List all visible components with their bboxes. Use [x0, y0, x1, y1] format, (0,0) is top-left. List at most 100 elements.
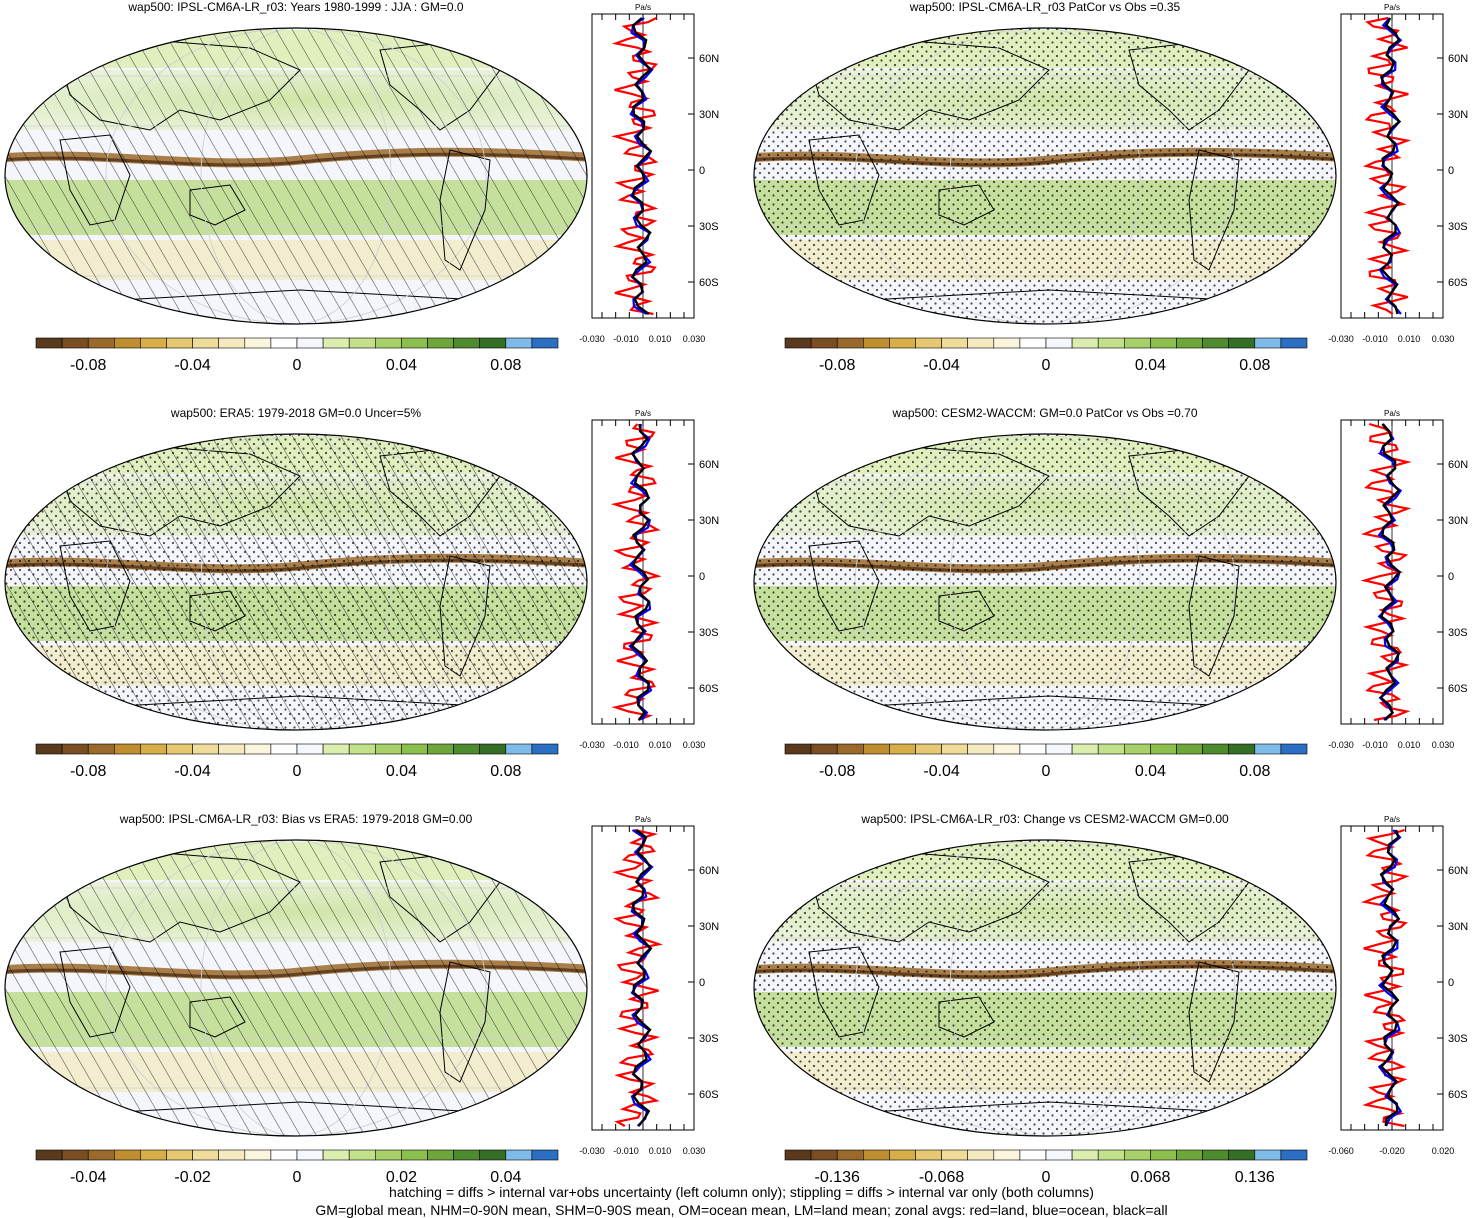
colorbar-label: 0.08	[490, 763, 521, 780]
colorbar-swatch	[322, 743, 350, 755]
colorbar-swatch	[296, 743, 324, 755]
colorbar-swatch	[505, 337, 533, 349]
colorbar-swatch	[1019, 743, 1047, 755]
colorbar-swatch	[322, 1149, 350, 1161]
map-border	[4, 839, 588, 1137]
colorbar-swatch	[427, 743, 454, 755]
profile-unit: Pa/s	[635, 3, 651, 12]
colorbar-swatch	[1280, 743, 1308, 755]
colorbar-swatch	[427, 337, 454, 349]
colorbar-label: -0.136	[815, 1169, 860, 1186]
colorbar-swatch	[1228, 743, 1256, 755]
colorbar-swatch	[531, 743, 559, 755]
world-map	[4, 27, 588, 325]
profile-x-tick-label: 0.010	[1398, 334, 1421, 344]
colorbar-swatch	[915, 337, 942, 349]
colorbar: -0.04 -0.02 0 0.02 0.04	[35, 1149, 559, 1186]
colorbar-swatch	[244, 743, 272, 755]
colorbar-swatch	[114, 743, 141, 755]
colorbar-label: -0.04	[174, 357, 211, 374]
panel-title: wap500: ERA5: 1979-2018 GM=0.0 Uncer=5%	[170, 406, 422, 420]
colorbar-swatch	[1045, 743, 1073, 755]
colorbar-label: 0	[293, 763, 302, 780]
colorbar-swatch	[479, 1149, 507, 1161]
colorbar-swatch	[784, 743, 812, 755]
colorbar-swatch	[836, 1149, 864, 1161]
colorbar-label: 0.08	[1239, 357, 1270, 374]
colorbar-swatch	[863, 1149, 890, 1161]
colorbar-label: 0	[1042, 357, 1051, 374]
profile-x-tick-label: 0.030	[683, 334, 706, 344]
colorbar-swatch	[166, 1149, 193, 1161]
colorbar-swatch	[941, 1149, 969, 1161]
colorbar-swatch	[479, 743, 507, 755]
panel-change-vs-cesm2: wap500: IPSL-CM6A-LR_r03: Change vs CESM…	[749, 812, 1483, 1212]
profile-x-tick-label: 0.030	[683, 740, 706, 750]
colorbar-swatch	[863, 743, 890, 755]
profile-x-tick-label: -0.030	[579, 334, 605, 344]
colorbar-swatch	[218, 743, 246, 755]
panel-graphic: -0.08 -0.04 0 0.04 0.08 Pa/s -0.030 -0.010 0.010…	[753, 409, 1468, 780]
colorbar-swatch	[836, 743, 864, 755]
colorbar-label: 0.08	[490, 357, 521, 374]
colorbar-swatch	[836, 337, 864, 349]
colorbar-label: 0.068	[1130, 1169, 1170, 1186]
profile-lat-label: 60S	[699, 277, 719, 289]
colorbar-swatch	[1097, 1149, 1125, 1161]
colorbar-swatch	[140, 337, 167, 349]
colorbar-swatch	[889, 337, 916, 349]
colorbar-swatch	[192, 743, 220, 755]
profile-line-land	[1360, 828, 1410, 1128]
colorbar-swatch	[1123, 743, 1151, 755]
profile-x-tick-label: -0.010	[1362, 334, 1388, 344]
colorbar-swatch	[453, 1149, 481, 1161]
colorbar: -0.08 -0.04 0 0.04 0.08	[35, 743, 559, 780]
profile-lat-label: 60N	[699, 459, 719, 471]
colorbar-swatch	[270, 337, 298, 349]
colorbar-swatch	[87, 337, 115, 349]
colorbar-swatch	[967, 337, 995, 349]
colorbar-swatch	[87, 1149, 115, 1161]
colorbar-swatch	[348, 1149, 376, 1161]
colorbar-label: 0	[1042, 763, 1051, 780]
profile-x-tick-label: -0.010	[613, 740, 639, 750]
world-map	[753, 433, 1337, 731]
colorbar-swatch	[453, 337, 481, 349]
colorbar-swatch	[296, 1149, 324, 1161]
profile-x-tick-label: -0.030	[579, 740, 605, 750]
world-map	[4, 839, 588, 1137]
panel-bias-vs-era5: wap500: IPSL-CM6A-LR_r03: Bias vs ERA5: …	[0, 812, 741, 1212]
colorbar-swatch	[1254, 743, 1282, 755]
hatching-overlay	[5, 840, 587, 1136]
profile-x-tick-label: -0.010	[1362, 740, 1388, 750]
profile-lat-label: 0	[699, 977, 705, 989]
colorbar-swatch	[1071, 1149, 1099, 1161]
stippling-overlay	[754, 28, 1336, 324]
colorbar-swatch	[1228, 1149, 1256, 1161]
colorbar-label: -0.08	[819, 763, 856, 780]
profile-x-tick-label: -0.030	[1328, 334, 1354, 344]
profile-lat-label: 60N	[1448, 459, 1468, 471]
map-border	[753, 27, 1337, 325]
profile-line-all	[1379, 423, 1401, 721]
profile-lat-label: 30N	[1448, 515, 1468, 527]
colorbar-swatch	[967, 1149, 995, 1161]
profile-x-tick-label: -0.060	[1328, 1146, 1354, 1156]
zonal-profile: Pa/s -0.060 -0.020 0.020 60N 30N 0 30S 60S	[1328, 815, 1468, 1156]
colorbar-swatch	[810, 743, 838, 755]
colorbar-swatch	[1176, 337, 1203, 349]
profile-line-all	[630, 423, 651, 721]
colorbar-swatch	[322, 337, 350, 349]
colorbar-swatch	[1176, 1149, 1203, 1161]
colorbar-swatch	[218, 1149, 246, 1161]
profile-line-land	[612, 828, 664, 1127]
profile-lat-label: 60S	[699, 683, 719, 695]
zonal-profile: Pa/s -0.030 -0.010 0.010 0.030 60N 30N 0 30S 60S	[579, 815, 719, 1156]
profile-line-all	[631, 17, 653, 315]
profile-unit: Pa/s	[1384, 409, 1400, 418]
colorbar-swatch	[401, 743, 428, 755]
world-map	[753, 839, 1337, 1137]
panel-model-patcor: wap500: IPSL-CM6A-LR_r03 PatCor vs Obs =…	[749, 0, 1483, 400]
panel-title: wap500: CESM2-WACCM: GM=0.0 PatCor vs Ob…	[892, 406, 1198, 420]
colorbar-swatch	[374, 1149, 402, 1161]
